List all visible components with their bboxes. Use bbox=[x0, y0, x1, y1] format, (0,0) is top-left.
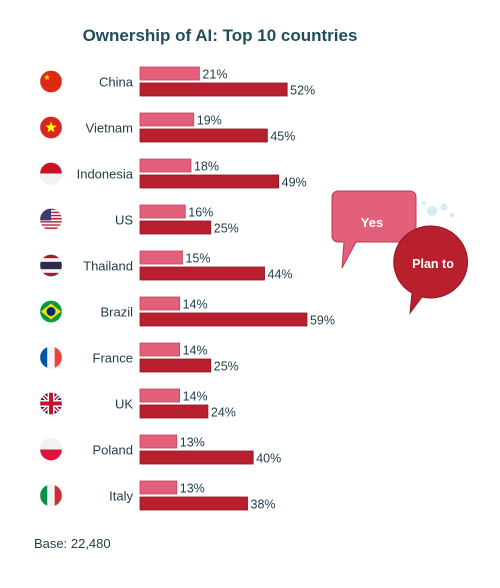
legend-label-yes: Yes bbox=[361, 215, 383, 230]
bar-plan-to-china bbox=[139, 82, 288, 97]
value-label-plan-to-france: 25% bbox=[214, 360, 239, 374]
decorative-dot-1 bbox=[427, 206, 437, 216]
decorative-dot-2 bbox=[440, 203, 448, 211]
value-label-yes-uk: 14% bbox=[183, 390, 208, 404]
value-label-plan-to-indonesia: 49% bbox=[282, 176, 307, 190]
bar-yes-uk bbox=[139, 388, 181, 403]
category-label-brazil: Brazil bbox=[100, 305, 133, 320]
poland-flag-icon bbox=[40, 438, 62, 461]
decorative-dot-4 bbox=[422, 201, 426, 205]
value-label-plan-to-vietnam: 45% bbox=[270, 130, 295, 144]
legend-bubble-yes bbox=[331, 190, 417, 269]
value-label-plan-to-uk: 24% bbox=[211, 406, 236, 420]
chart-title: Ownership of AI: Top 10 countries bbox=[82, 26, 358, 45]
vietnam-flag-icon bbox=[40, 116, 62, 139]
bar-yes-brazil bbox=[139, 296, 181, 311]
bar-yes-china bbox=[139, 66, 200, 81]
bar-plan-to-brazil bbox=[139, 312, 308, 327]
value-label-yes-vietnam: 19% bbox=[197, 114, 222, 128]
legend: Yes Plan to bbox=[331, 190, 468, 315]
category-label-indonesia: Indonesia bbox=[77, 167, 134, 182]
category-label-poland: Poland bbox=[93, 443, 133, 458]
bar-plan-to-uk bbox=[139, 404, 209, 419]
brazil-flag-icon bbox=[40, 300, 62, 323]
value-label-plan-to-us: 25% bbox=[214, 222, 239, 236]
decorative-dot-3 bbox=[449, 212, 455, 218]
category-label-china: China bbox=[99, 75, 134, 90]
bar-yes-us bbox=[139, 204, 186, 219]
value-label-plan-to-poland: 40% bbox=[256, 452, 281, 466]
value-label-yes-china: 21% bbox=[202, 68, 227, 82]
value-label-yes-brazil: 14% bbox=[183, 298, 208, 312]
value-label-yes-france: 14% bbox=[183, 344, 208, 358]
category-label-thailand: Thailand bbox=[83, 259, 133, 274]
bar-plan-to-italy bbox=[139, 496, 248, 511]
base-note: Base: 22,480 bbox=[34, 536, 111, 551]
category-label-uk: UK bbox=[115, 397, 133, 412]
category-label-france: France bbox=[93, 351, 133, 366]
legend-bubble-plan-to bbox=[393, 225, 468, 315]
us-flag-icon bbox=[40, 208, 62, 231]
france-flag-icon bbox=[40, 346, 62, 369]
uk-flag-icon bbox=[40, 392, 62, 415]
bar-plan-to-indonesia bbox=[139, 174, 280, 189]
bar-yes-vietnam bbox=[139, 112, 195, 127]
legend-label-plan-to: Plan to bbox=[412, 257, 454, 271]
value-label-yes-poland: 13% bbox=[180, 436, 205, 450]
value-label-plan-to-china: 52% bbox=[290, 84, 315, 98]
value-label-yes-indonesia: 18% bbox=[194, 160, 219, 174]
bar-yes-indonesia bbox=[139, 158, 192, 173]
value-label-plan-to-brazil: 59% bbox=[310, 314, 335, 328]
value-label-yes-thailand: 15% bbox=[185, 252, 210, 266]
bar-plan-to-poland bbox=[139, 450, 254, 465]
bar-plan-to-us bbox=[139, 220, 212, 235]
bar-yes-poland bbox=[139, 434, 178, 449]
bar-plan-to-thailand bbox=[139, 266, 265, 281]
bar-plan-to-vietnam bbox=[139, 128, 268, 143]
indonesia-flag-icon bbox=[40, 162, 62, 185]
italy-flag-icon bbox=[40, 484, 62, 507]
value-label-plan-to-thailand: 44% bbox=[268, 268, 293, 282]
bar-yes-italy bbox=[139, 480, 178, 495]
value-label-plan-to-italy: 38% bbox=[251, 498, 276, 512]
value-label-yes-italy: 13% bbox=[180, 482, 205, 496]
bar-yes-france bbox=[139, 342, 181, 357]
bar-plan-to-france bbox=[139, 358, 212, 373]
category-label-us: US bbox=[115, 213, 133, 228]
category-label-italy: Italy bbox=[109, 489, 133, 504]
category-label-vietnam: Vietnam bbox=[86, 121, 133, 136]
thailand-flag-icon bbox=[40, 254, 62, 277]
value-label-yes-us: 16% bbox=[188, 206, 213, 220]
china-flag-icon bbox=[40, 70, 62, 93]
bar-yes-thailand bbox=[139, 250, 183, 265]
